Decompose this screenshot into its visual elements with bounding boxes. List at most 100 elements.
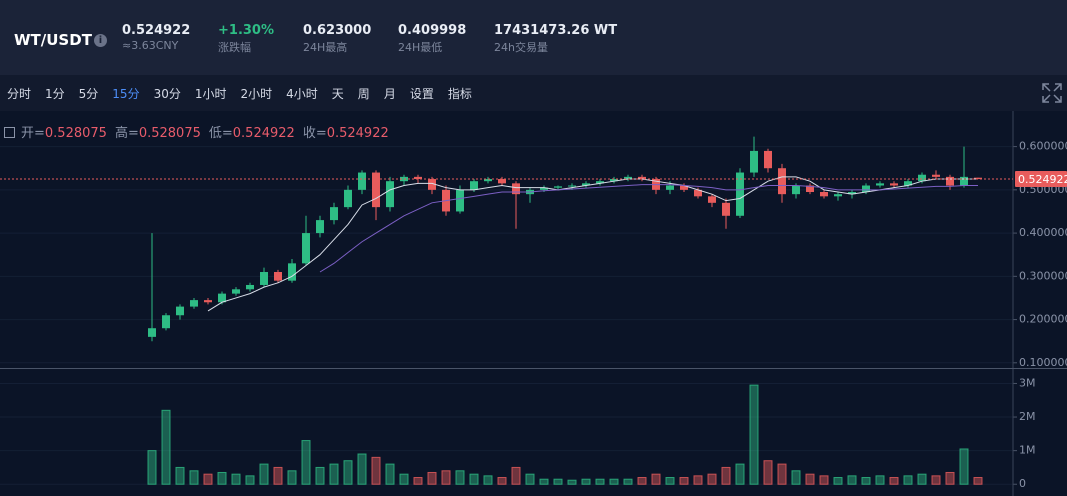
candle-body [792,185,800,195]
interval-button[interactable]: 周 [357,86,370,101]
volume-bar [875,475,885,485]
volume-bar [273,466,283,485]
interval-button[interactable]: 月 [383,86,396,101]
candle-body [246,284,254,290]
candle-body [806,185,814,192]
volume-bar [861,477,871,485]
interval-button[interactable]: 设置 [409,86,434,101]
moving-average [207,176,978,312]
toggle-icon[interactable] [4,127,15,138]
volume-bar [399,473,409,485]
interval-button[interactable]: 30分 [153,86,181,101]
ohlc-label: 开= [21,126,45,141]
candle-body [288,263,296,281]
stat-value: 0.409998 [398,23,467,38]
candle-body [554,186,562,188]
volume-bar [469,473,479,485]
volume-bar [497,477,507,485]
candle-body [694,189,702,197]
candle-body [708,196,716,203]
candle-body [372,172,380,208]
interval-button[interactable]: 指标 [447,86,472,101]
ohlc-label: 低= [208,126,233,141]
candle-body [176,306,184,316]
volume-bar [665,477,675,485]
volume-bar [357,453,367,485]
volume-bar [693,475,703,485]
candle-body [764,150,772,169]
candle-body [218,293,226,303]
volume-bar [805,473,815,485]
y-tick-label: 0.400000 [1019,226,1067,239]
y-tick-label: 0.200000 [1019,313,1067,326]
volume-bar [287,470,297,485]
stat-label: 24H最低 [398,41,443,54]
info-icon[interactable]: i [94,34,107,47]
stat-label: 涨跌幅 [218,41,251,54]
candle-body [680,185,688,190]
volume-bar [651,473,661,485]
volume-bar [847,475,857,485]
candle-body [596,181,604,184]
stat: 17431473.26 WT 24h交易量 [494,23,617,55]
volume-bar [609,478,619,485]
ohlc-label: 高= [114,126,139,141]
candle-body [470,181,478,190]
interval-button[interactable]: 1小时 [194,86,227,101]
volume-tick-label: 0 [1019,477,1026,490]
volume-bar [819,475,829,485]
candle-body [330,207,338,221]
interval-button[interactable]: 5分 [78,86,99,101]
candle-body [736,172,744,216]
volume-bar [833,477,843,485]
interval-button[interactable]: 天 [331,86,344,101]
candle-body [232,289,240,294]
candle-body [260,272,268,285]
volume-bar [595,478,605,485]
interval-button[interactable]: 1分 [45,86,65,101]
candle-body [876,183,884,186]
volume-bar [147,450,157,485]
candle-body [862,185,870,192]
volume-bar [567,479,577,485]
candle-body [932,174,940,177]
interval-button[interactable]: 15分 [112,86,140,101]
stat: 0.524922 ≈3.63CNY [122,23,190,52]
interval-button[interactable]: 2小时 [240,86,273,101]
moving-average [319,184,978,273]
candle-body [946,176,954,186]
volume-tick-label: 2M [1019,410,1036,423]
candle-body [316,220,324,234]
header: WT/USDT i 0.524922 ≈3.63CNY +1.30% 涨跌幅 0.623… [0,0,1067,75]
candle-body [834,194,842,197]
candle-body [148,328,156,337]
ohlc-value: 0.528075 [138,126,201,141]
volume-tick-label: 1M [1019,444,1036,457]
candle-body [750,150,758,173]
candle-body [204,300,212,303]
candle-body [582,183,590,186]
volume-bar [385,463,395,485]
volume-bar [203,473,213,485]
interval-button[interactable]: 4小时 [286,86,318,101]
candle-body [414,176,422,180]
volume-bar [553,478,563,485]
candle-body [512,183,520,195]
volume-bar [217,471,227,485]
volume-tick-label: 3M [1019,376,1036,389]
stat: +1.30% 涨跌幅 [218,23,274,55]
interval-button[interactable]: 分时 [7,86,32,101]
volume-bar [343,460,353,485]
volume-bar [455,470,465,485]
ohlc-label: 收= [302,126,327,141]
pair-name: WT/USDT [14,31,92,49]
volume-bar [441,470,451,485]
stat-value: 0.623000 [303,23,372,38]
fullscreen-button[interactable] [1041,82,1063,104]
volume-bar [231,473,241,485]
volume-bar [427,471,437,485]
volume-bar [483,475,493,485]
volume-bar [245,475,255,485]
